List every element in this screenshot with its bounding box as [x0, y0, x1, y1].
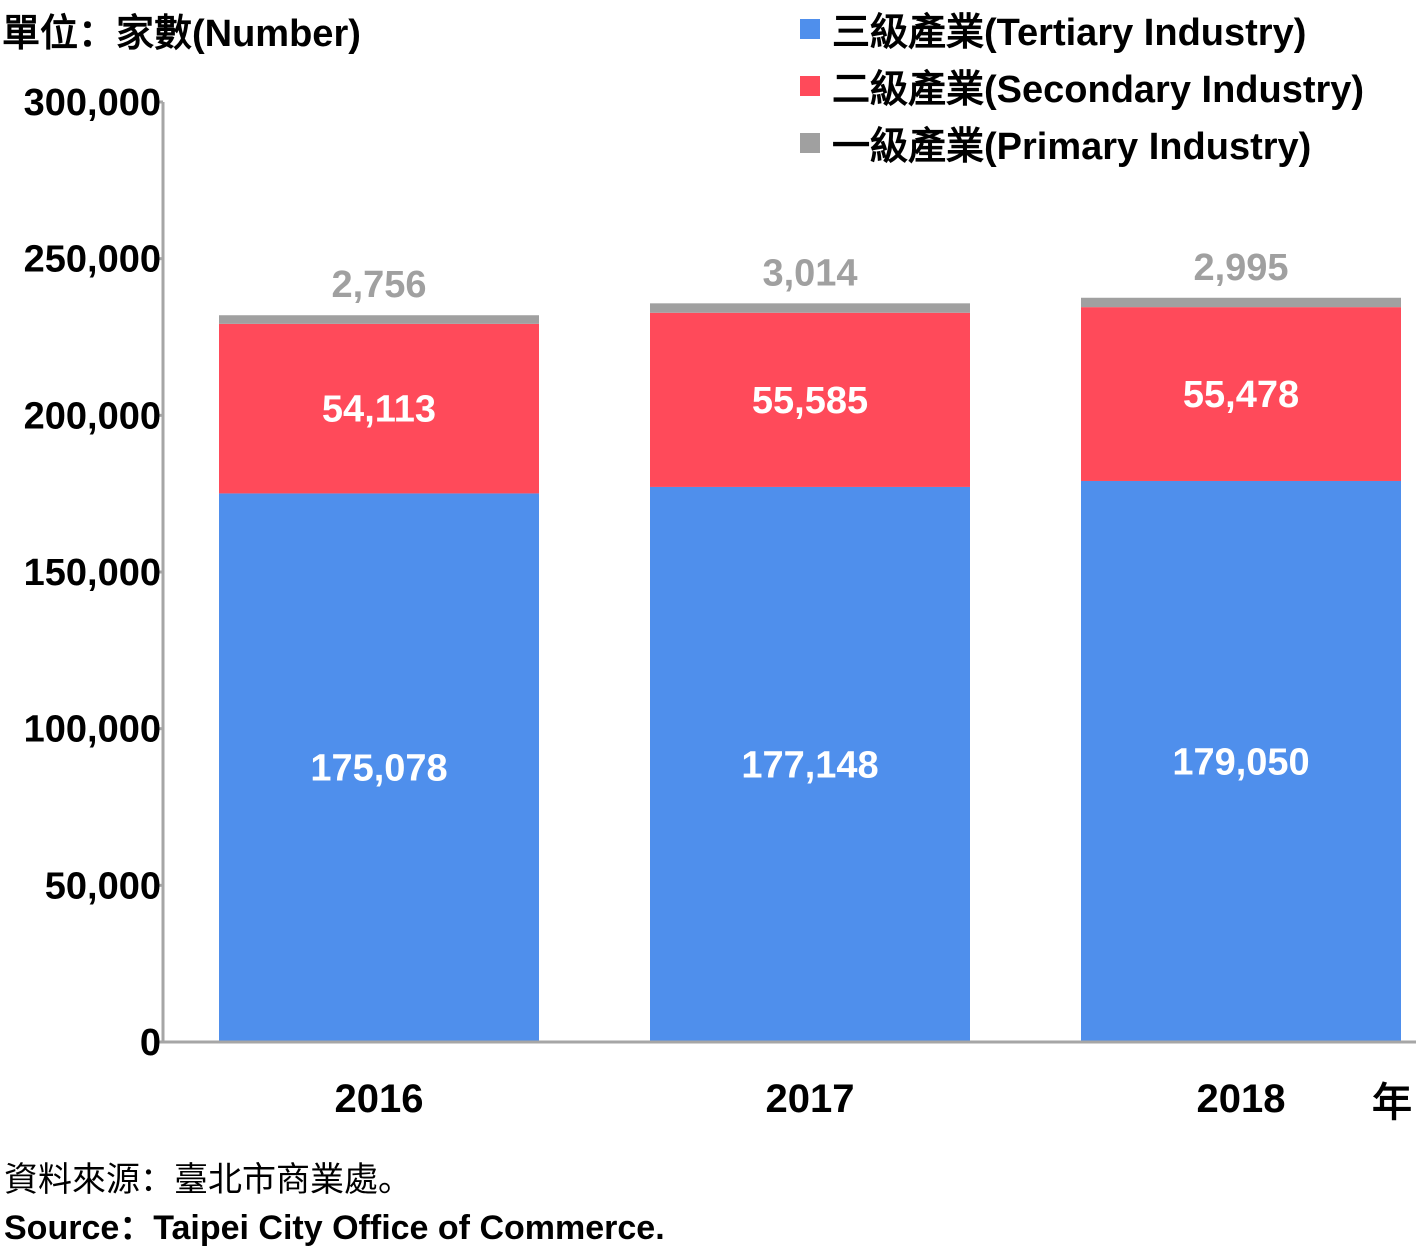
legend-label-tertiary: 三級產業(Tertiary Industry)	[832, 12, 1307, 54]
legend-item-tertiary: 三級產業(Tertiary Industry)	[800, 0, 1364, 57]
data-label: 55,478	[1183, 374, 1299, 416]
data-label: 179,050	[1172, 741, 1309, 783]
bar-segment	[1081, 307, 1401, 481]
bar-segment	[650, 312, 970, 487]
data-label: 177,148	[741, 744, 878, 786]
source-note-en: Source：Taipei City Office of Commerce.	[4, 1209, 665, 1247]
x-tick-label: 2018	[1197, 1077, 1286, 1121]
bar-segment	[219, 315, 539, 324]
data-label: 2,756	[331, 264, 426, 306]
y-tick-label: 200,000	[24, 395, 161, 437]
x-tick-label: 2017	[766, 1077, 855, 1121]
legend-item-secondary: 二級產業(Secondary Industry)	[800, 57, 1364, 114]
y-tick-label: 250,000	[24, 239, 161, 281]
legend-swatch-tertiary	[800, 18, 820, 39]
y-tick-label: 50,000	[45, 865, 161, 907]
x-axis-unit: 年	[1372, 1081, 1412, 1125]
bar-segment	[650, 486, 970, 1042]
data-label: 55,585	[752, 380, 868, 422]
legend-item-primary: 一級產業(Primary Industry)	[800, 114, 1364, 171]
data-label: 54,113	[322, 389, 436, 431]
data-label: 3,014	[762, 252, 857, 294]
source-note-zh: 資料來源：臺北市商業處。	[4, 1161, 412, 1199]
y-tick-label: 150,000	[24, 552, 161, 594]
legend-swatch-secondary	[800, 75, 820, 96]
y-tick-label: 0	[140, 1022, 161, 1064]
bar-segment	[1081, 297, 1401, 308]
y-tick-label: 300,000	[24, 82, 161, 124]
y-tick-label: 100,000	[24, 709, 161, 751]
legend-swatch-primary	[800, 132, 820, 153]
data-label: 175,078	[310, 748, 447, 790]
x-tick-label: 2016	[335, 1077, 424, 1121]
legend: 三級產業(Tertiary Industry) 二級產業(Secondary I…	[800, 0, 1364, 171]
bar-segment	[1081, 480, 1401, 1042]
data-label: 2,995	[1193, 247, 1288, 289]
legend-label-primary: 一級產業(Primary Industry)	[832, 126, 1312, 168]
legend-label-secondary: 二級產業(Secondary Industry)	[832, 69, 1365, 111]
unit-label: 單位：家數(Number)	[2, 13, 361, 55]
bar-segment	[219, 323, 539, 494]
bar-segment	[650, 303, 970, 313]
bar-segment	[219, 493, 539, 1043]
